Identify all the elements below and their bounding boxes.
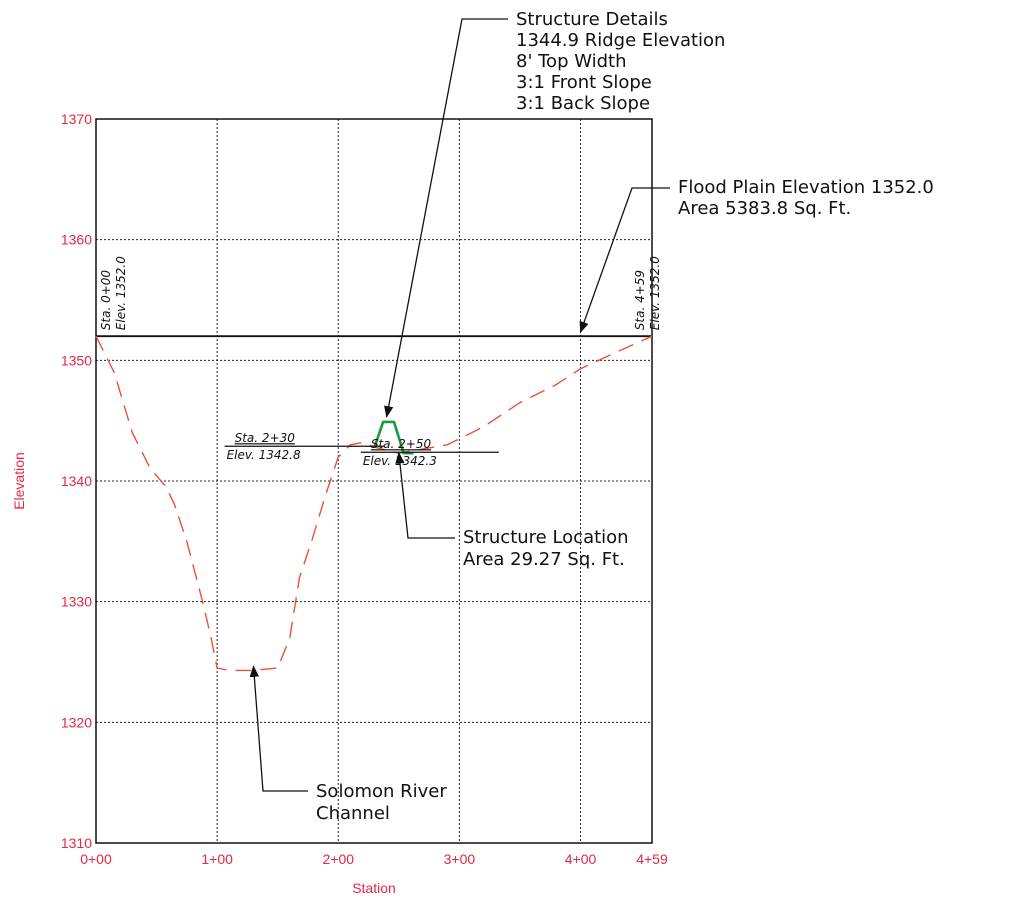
x-axis-label: Station [352, 880, 396, 896]
tick-labels: 0+00 1+00 2+00 3+00 4+00 4+59 1310 1320 1330 1340… [61, 111, 668, 867]
callout-leader-arrow [579, 187, 670, 334]
y-tick-label: 1310 [61, 835, 92, 851]
callout-text: 1344.9 Ridge Elevation [516, 30, 725, 51]
elevation-text: Elev. 1342.8 [227, 448, 301, 462]
station-text: Sta. 2+30 [235, 431, 296, 445]
callout-text: Flood Plain Elevation 1352.0 [678, 177, 934, 198]
callout-leader-arrow [395, 451, 455, 539]
callout-text: 8' Top Width [516, 51, 627, 72]
callout-text: 3:1 Front Slope [516, 72, 652, 93]
callout-text: Structure Details [516, 9, 668, 30]
station-labels: Sta. 0+00 Elev. 1352.0 Sta. 4+59 Elev. 1352… [99, 256, 662, 468]
y-axis-label: Elevation [11, 452, 27, 510]
x-tick-label: 3+00 [444, 851, 476, 867]
y-tick-label: 1350 [61, 352, 92, 368]
callout-text: Solomon River [316, 781, 447, 802]
vertical-station-label: Sta. 4+59 Elev. 1352.0 [633, 256, 662, 330]
callout-leader-arrow [384, 18, 508, 418]
x-tick-label: 2+00 [322, 851, 354, 867]
grid-lines [96, 119, 652, 843]
elevation-text: Elev. 1352.0 [114, 256, 128, 330]
callout-text: Structure Location [463, 527, 629, 548]
station-text: Sta. 4+59 [633, 270, 647, 330]
y-tick-label: 1360 [61, 232, 92, 248]
series-layer [95, 335, 653, 672]
callout-text: Area 29.27 Sq. Ft. [463, 549, 625, 570]
plot-frame [95, 118, 653, 844]
station-text: Sta. 2+50 [371, 437, 432, 451]
structure-profile-line [373, 420, 414, 455]
callout-leader-arrow [249, 665, 308, 792]
y-tick-label: 1320 [61, 714, 92, 730]
station-text: Sta. 0+00 [99, 270, 113, 331]
x-tick-label: 4+59 [636, 851, 668, 867]
x-tick-label: 0+00 [80, 851, 112, 867]
callout-text: Channel [316, 803, 390, 824]
y-tick-label: 1330 [61, 594, 92, 610]
callout-text: 3:1 Back Slope [516, 93, 650, 114]
ground-profile-line [95, 335, 653, 672]
x-tick-label: 1+00 [201, 851, 233, 867]
x-tick-label: 4+00 [565, 851, 597, 867]
vertical-station-label: Sta. 0+00 Elev. 1352.0 [99, 256, 128, 330]
y-tick-label: 1340 [61, 473, 92, 489]
callout-text: Area 5383.8 Sq. Ft. [678, 198, 851, 219]
y-tick-label: 1370 [61, 111, 92, 127]
elevation-text: Elev. 1352.0 [648, 256, 662, 330]
